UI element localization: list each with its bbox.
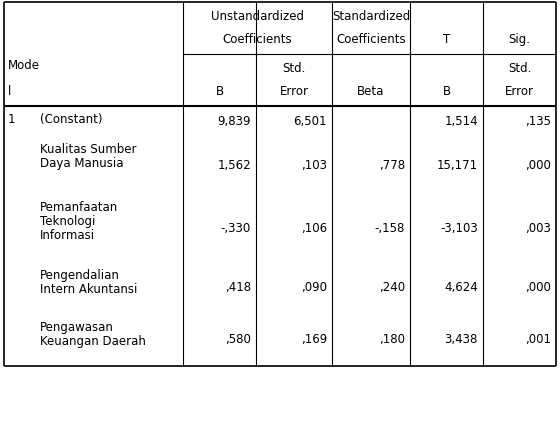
Text: (Constant): (Constant) (40, 113, 102, 126)
Text: ,001: ,001 (525, 334, 551, 346)
Text: B: B (216, 85, 223, 98)
Text: Beta: Beta (357, 85, 385, 98)
Text: ,003: ,003 (525, 222, 551, 234)
Text: Informasi: Informasi (40, 229, 95, 242)
Text: 1: 1 (8, 113, 16, 126)
Text: 6,501: 6,501 (293, 114, 327, 128)
Text: Teknologi: Teknologi (40, 215, 95, 228)
Text: ,418: ,418 (225, 281, 251, 295)
Text: ,180: ,180 (379, 334, 405, 346)
Text: ,000: ,000 (525, 281, 551, 295)
Text: Pengendalian: Pengendalian (40, 269, 120, 282)
Text: Coefficients: Coefficients (336, 33, 406, 46)
Text: ,135: ,135 (525, 114, 551, 128)
Text: Std.: Std. (282, 62, 306, 75)
Text: Standardized: Standardized (332, 10, 410, 23)
Text: ,103: ,103 (301, 159, 327, 171)
Text: 1,562: 1,562 (217, 159, 251, 171)
Text: Coefficients: Coefficients (223, 33, 292, 46)
Text: ,169: ,169 (301, 334, 327, 346)
Text: Unstandardized: Unstandardized (211, 10, 304, 23)
Text: ,240: ,240 (379, 281, 405, 295)
Text: 9,839: 9,839 (217, 114, 251, 128)
Text: -3,103: -3,103 (440, 222, 478, 234)
Text: ,000: ,000 (525, 159, 551, 171)
Text: Pengawasan: Pengawasan (40, 321, 114, 334)
Text: -,158: -,158 (375, 222, 405, 234)
Text: 1,514: 1,514 (445, 114, 478, 128)
Text: Pemanfaatan: Pemanfaatan (40, 201, 118, 214)
Text: ,580: ,580 (225, 334, 251, 346)
Text: Intern Akuntansi: Intern Akuntansi (40, 283, 137, 296)
Text: -,330: -,330 (221, 222, 251, 234)
Text: Error: Error (505, 85, 534, 98)
Text: ,090: ,090 (301, 281, 327, 295)
Text: 15,171: 15,171 (437, 159, 478, 171)
Text: Mode: Mode (8, 59, 40, 72)
Text: Keuangan Daerah: Keuangan Daerah (40, 335, 146, 348)
Text: Error: Error (279, 85, 309, 98)
Text: B: B (442, 85, 451, 98)
Text: ,106: ,106 (301, 222, 327, 234)
Text: 3,438: 3,438 (445, 334, 478, 346)
Text: Daya Manusia: Daya Manusia (40, 157, 124, 170)
Text: T: T (443, 33, 450, 46)
Text: l: l (8, 85, 11, 98)
Text: ,778: ,778 (379, 159, 405, 171)
Text: Kualitas Sumber: Kualitas Sumber (40, 143, 137, 156)
Text: Sig.: Sig. (508, 33, 530, 46)
Text: 4,624: 4,624 (444, 281, 478, 295)
Text: Std.: Std. (508, 62, 531, 75)
